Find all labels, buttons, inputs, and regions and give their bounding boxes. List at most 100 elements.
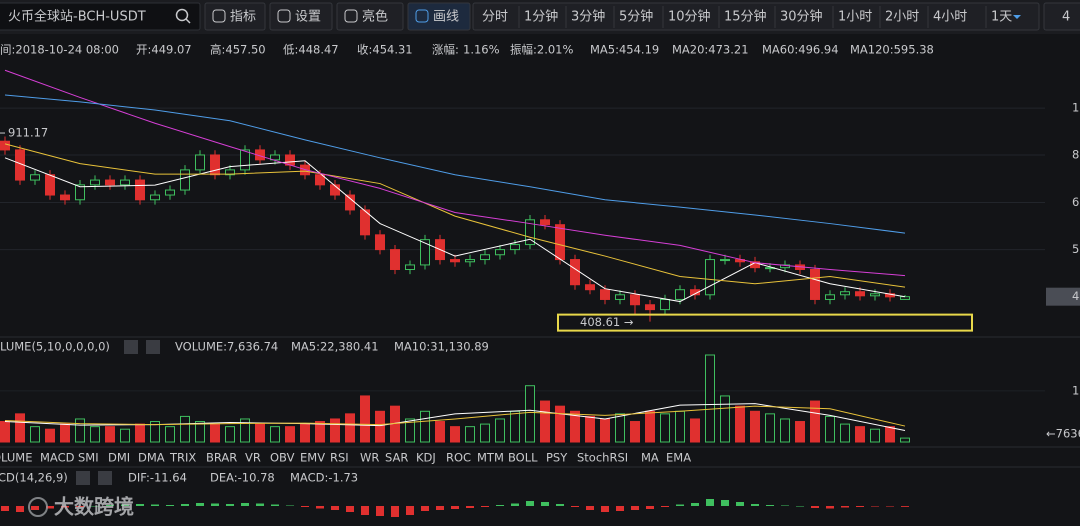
candle-body: [900, 296, 910, 300]
volume-bar: [495, 418, 505, 443]
timeframe-button[interactable]: 30分钟: [780, 9, 823, 25]
candle-body: [390, 249, 400, 270]
volume-bar: [720, 395, 730, 443]
macd-bar: [16, 506, 24, 512]
indicator-tab[interactable]: MTM: [477, 451, 504, 465]
timeframe-button[interactable]: 1分钟: [524, 9, 558, 25]
timeframe-button[interactable]: 4小时: [933, 10, 967, 25]
volume-bar: [810, 400, 820, 443]
indicator-tab[interactable]: EMA: [666, 451, 691, 465]
macd-bar: [286, 505, 294, 506]
macd-bar: [496, 505, 504, 506]
tool-icon: [277, 9, 291, 23]
pane-button[interactable]: [98, 471, 112, 485]
volume-bar: [135, 423, 145, 443]
volume-bar: [645, 410, 655, 443]
indicator-tab[interactable]: VR: [245, 451, 261, 465]
indicator-tab[interactable]: BRAR: [206, 451, 237, 465]
volume-bar: [330, 418, 340, 443]
candle-body: [705, 259, 715, 296]
candle-body: [90, 179, 100, 186]
volume-bar: [15, 413, 25, 443]
candle-body: [660, 298, 670, 311]
info-item: MA10:31,130.89: [394, 340, 489, 354]
pane-button[interactable]: [76, 471, 90, 485]
search-box[interactable]: [0, 2, 201, 31]
candle-body: [210, 154, 220, 176]
candle-body: [75, 184, 85, 201]
macd-bar: [61, 506, 69, 508]
pane-button[interactable]: [146, 340, 160, 354]
volume-bar: [660, 413, 670, 443]
indicator-tab[interactable]: KDJ: [416, 451, 436, 465]
pane-button[interactable]: [124, 340, 138, 354]
timeframe-button[interactable]: 1小时: [838, 10, 872, 25]
indicator-tab[interactable]: MA: [641, 451, 659, 465]
timeframe-button[interactable]: 3分钟: [571, 9, 605, 25]
volume-bar: [480, 423, 490, 443]
macd-bar: [826, 506, 834, 509]
info-item: CD(14,26,9): [0, 471, 68, 485]
indicator-tab[interactable]: TRIX: [169, 451, 196, 465]
candle-body: [180, 169, 190, 191]
volume-bar: [900, 437, 910, 443]
macd-bar: [226, 504, 234, 506]
macd-bar: [871, 506, 879, 507]
volume-average: [4, 405, 906, 427]
indicator-tab[interactable]: PSY: [546, 451, 568, 465]
macd-bar: [616, 506, 624, 511]
timeframe-button[interactable]: 10分钟: [668, 9, 711, 25]
macd-bar: [361, 506, 369, 515]
volume-bar: [300, 423, 310, 443]
high-label: 911.17: [8, 126, 48, 140]
volume-bar: [60, 423, 70, 443]
candle-body: [240, 149, 250, 171]
macd-bar: [541, 502, 549, 506]
indicator-tab[interactable]: DMI: [108, 451, 130, 465]
candle-body: [150, 194, 160, 201]
volume-bar: [750, 410, 760, 443]
indicator-tab[interactable]: OLUME: [0, 451, 33, 465]
timeframe-button[interactable]: 分时: [482, 10, 508, 25]
indicator-tab[interactable]: StochRSI: [577, 451, 628, 465]
candle-body: [495, 249, 505, 256]
macd-bar: [526, 501, 534, 506]
indicator-tab[interactable]: ROC: [446, 451, 471, 465]
tool-icon: [212, 9, 226, 23]
candle-body: [405, 264, 415, 270]
volume-bar: [600, 418, 610, 443]
volume-bar: [570, 410, 580, 443]
candle-body: [375, 234, 385, 251]
indicator-tab[interactable]: BOLL: [508, 451, 538, 465]
indicator-tab[interactable]: SAR: [385, 451, 408, 465]
candle-body: [315, 174, 325, 186]
macd-bar: [151, 504, 159, 506]
macd-bar: [46, 506, 54, 509]
timeframe-button[interactable]: 1天: [991, 10, 1012, 25]
y-tick-label: 5: [1072, 242, 1079, 256]
macd-bar: [646, 506, 654, 509]
timeframe-button[interactable]: 15分钟: [724, 9, 767, 25]
volume-bar: [705, 354, 715, 443]
volume-bar: [225, 426, 235, 443]
timeframe-button[interactable]: 2小时: [885, 10, 919, 25]
indicator-tab[interactable]: EMV: [300, 451, 325, 465]
candle-body: [45, 174, 55, 196]
macd-bar: [571, 506, 579, 507]
clipped-button[interactable]: [1043, 2, 1080, 31]
indicator-tab[interactable]: OBV: [270, 451, 295, 465]
candle-body: [810, 268, 820, 300]
volume-bar: [525, 385, 535, 443]
indicator-tab[interactable]: DMA: [138, 451, 165, 465]
macd-bar: [586, 506, 594, 510]
indicator-tab[interactable]: RSI: [330, 451, 349, 465]
indicator-tab[interactable]: WR: [360, 451, 379, 465]
candle-body: [585, 284, 595, 291]
macd-bar: [301, 506, 309, 507]
timeframe-button[interactable]: 5分钟: [619, 9, 653, 25]
macd-bar: [421, 506, 429, 511]
indicator-tab[interactable]: SMI: [78, 451, 99, 465]
indicator-tab[interactable]: MACD: [40, 451, 75, 465]
info-item: 收:454.31: [357, 43, 413, 57]
candle-body: [465, 259, 475, 263]
